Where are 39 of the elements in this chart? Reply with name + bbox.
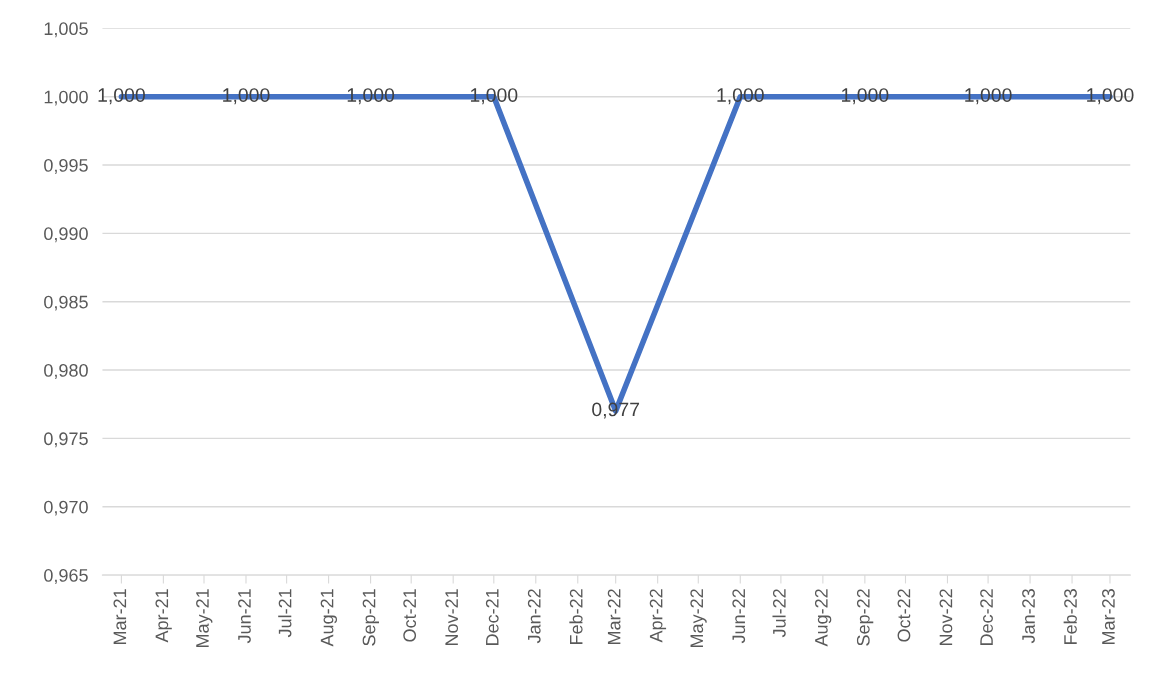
data-label: 0,977 bbox=[592, 402, 640, 419]
x-tick-label: Mar-22 bbox=[607, 589, 621, 644]
x-tick-label: Aug-21 bbox=[320, 589, 338, 647]
x-tick-label: Jul-22 bbox=[772, 589, 786, 638]
data-label: 1,000 bbox=[470, 88, 518, 105]
y-tick-label: 0,975 bbox=[44, 432, 88, 448]
x-tick-label: Jan-22 bbox=[527, 589, 541, 644]
x-tick-label: Feb-23 bbox=[1063, 589, 1077, 645]
x-tick-label: Mar-21 bbox=[113, 589, 127, 644]
y-tick-label: 1,000 bbox=[44, 90, 88, 106]
y-tick-label: 0,970 bbox=[44, 500, 88, 516]
x-tick-label: Jun-21 bbox=[238, 589, 251, 644]
y-tick-label: 0,990 bbox=[44, 227, 88, 243]
x-tick-label: Feb-22 bbox=[569, 589, 583, 645]
y-tick-label: 1,005 bbox=[44, 22, 88, 38]
x-tick-label: May-21 bbox=[196, 589, 213, 648]
data-label: 1,000 bbox=[717, 88, 764, 105]
data-label: 1,000 bbox=[1087, 88, 1134, 105]
y-tick-label: 0,985 bbox=[44, 295, 88, 311]
x-tick-label: Sep-21 bbox=[362, 589, 379, 646]
x-tick-label: Aug-22 bbox=[814, 589, 832, 647]
x-tick-label: Jun-22 bbox=[732, 589, 746, 644]
x-tick-label: Nov-21 bbox=[445, 589, 459, 646]
data-label: 1,000 bbox=[98, 88, 145, 105]
y-tick-label: 0,980 bbox=[44, 364, 88, 379]
x-tick-label: Jul-21 bbox=[278, 589, 292, 638]
x-tick-label: Oct-22 bbox=[897, 589, 911, 642]
y-tick-label: 0,965 bbox=[44, 569, 88, 584]
x-tick-label: May-22 bbox=[690, 589, 707, 648]
x-tick-label: Sep-22 bbox=[856, 589, 874, 646]
x-tick-label: Apr-22 bbox=[649, 589, 667, 643]
x-tick-label: Oct-21 bbox=[403, 589, 417, 642]
x-tick-label: Dec-22 bbox=[980, 589, 993, 646]
x-tick-label: Dec-21 bbox=[485, 589, 499, 646]
x-tick-label: Nov-22 bbox=[939, 589, 953, 646]
x-tick-label: Apr-21 bbox=[155, 589, 172, 643]
x-tick-label: Mar-23 bbox=[1102, 589, 1115, 644]
y-tick-label: 0,995 bbox=[44, 158, 88, 174]
x-tick-label: Jan-23 bbox=[1022, 589, 1035, 644]
